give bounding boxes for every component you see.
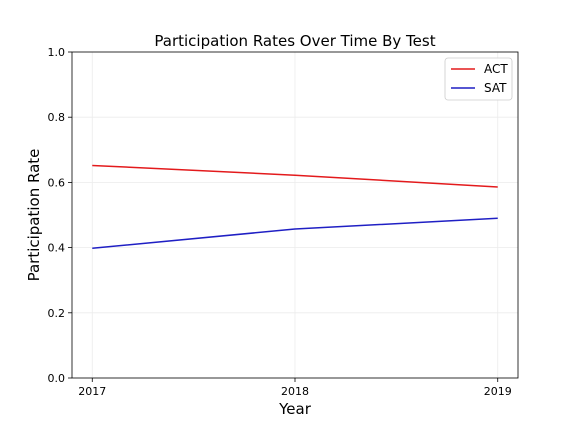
x-tick-label: 2018 — [281, 385, 309, 398]
y-tick-label: 0.0 — [48, 372, 66, 385]
legend: ACT SAT — [445, 58, 512, 100]
axis-ticks: 0.0 0.2 0.4 0.6 0.8 1.0 2017 2018 2019 — [48, 46, 512, 398]
y-axis-label: Participation Rate — [25, 149, 43, 282]
y-tick-label: 0.4 — [48, 242, 66, 255]
x-axis-label: Year — [278, 400, 312, 418]
legend-label-sat: SAT — [484, 81, 507, 95]
x-tick-label: 2017 — [78, 385, 106, 398]
y-tick-label: 0.8 — [48, 111, 66, 124]
legend-label-act: ACT — [484, 62, 508, 76]
y-tick-label: 0.6 — [48, 176, 66, 189]
y-tick-label: 1.0 — [48, 46, 66, 59]
chart-title: Participation Rates Over Time By Test — [154, 32, 435, 50]
x-tick-label: 2019 — [484, 385, 512, 398]
y-tick-label: 0.2 — [48, 307, 66, 320]
grid — [72, 52, 518, 378]
